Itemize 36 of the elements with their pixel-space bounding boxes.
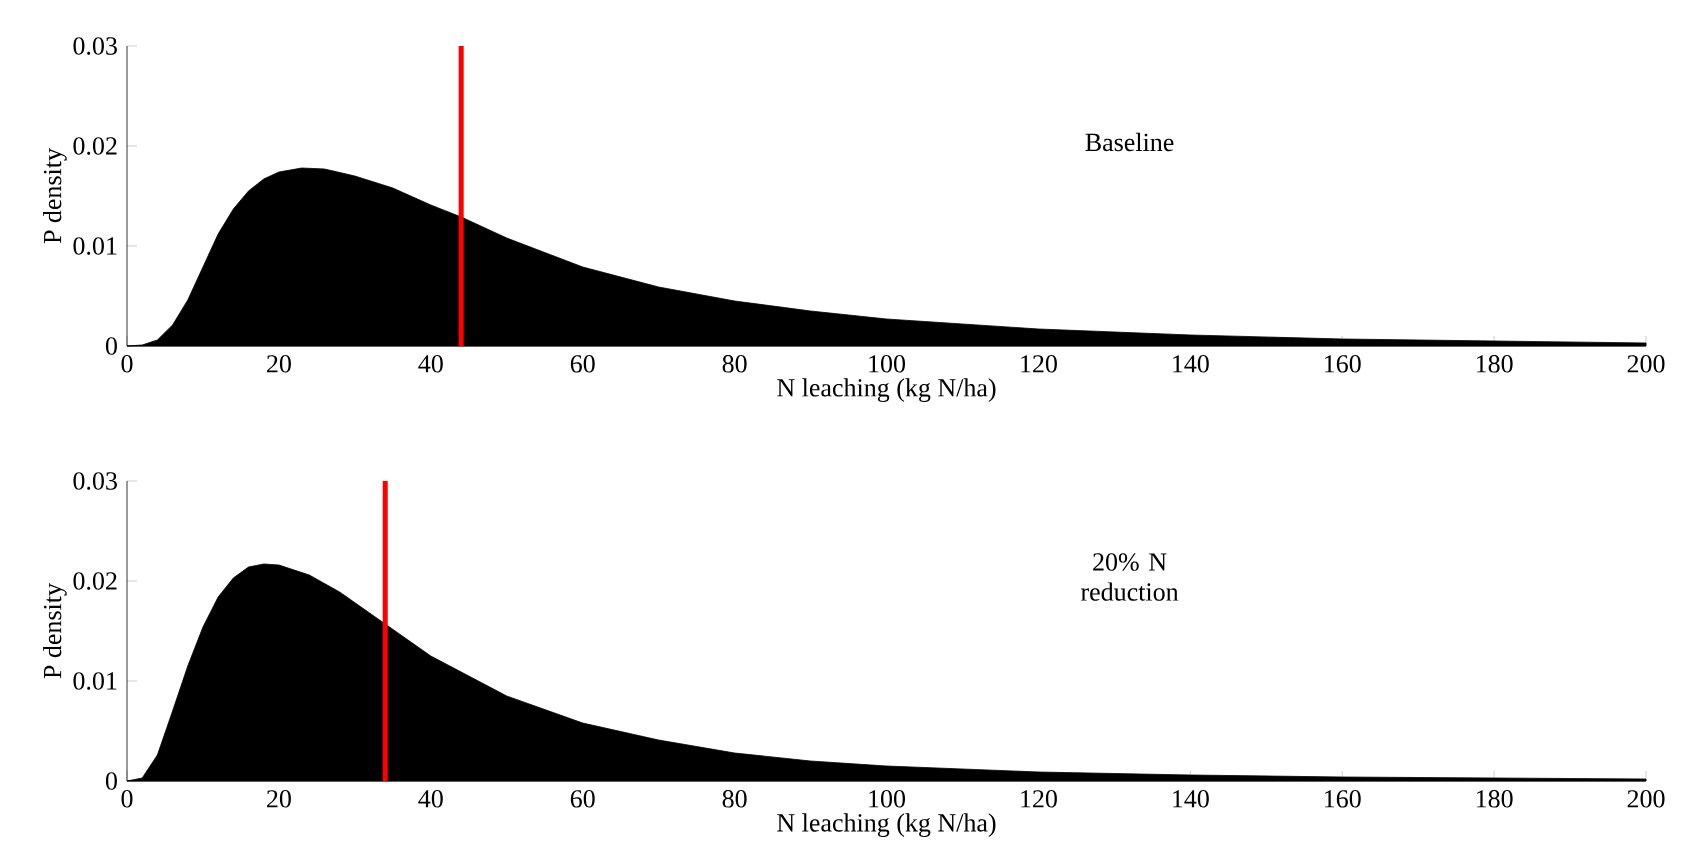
y-tick-label: 0.03 [73,37,117,55]
x-tick-label: 20 [267,355,291,373]
x-tick-label: 180 [1476,790,1513,808]
x-tick-label: 100 [869,355,906,373]
x-tick-label: 40 [418,790,443,808]
x-tick-label: 100 [869,790,906,808]
y-axis-title: P density [43,583,67,679]
x-tick-label: 0 [121,355,133,373]
y-tick-label: 0 [105,337,117,355]
x-tick-label: 140 [1173,355,1209,373]
x-tick-label: 140 [1173,790,1209,808]
x-tick-label: 0 [121,790,133,808]
x-tick-label: 40 [418,355,443,373]
y-tick-label: 0 [105,772,117,790]
x-tick-label: 80 [722,790,747,808]
x-tick-label: 200 [1627,790,1665,808]
x-tick-label: 180 [1476,355,1513,373]
x-tick-label: 120 [1021,355,1057,373]
x-tick-label: 120 [1021,790,1057,808]
x-axis-title: N leaching (kg N/ha) [777,813,996,838]
y-tick-label: 0.02 [73,572,117,590]
annotation: Baseline [1085,132,1174,152]
y-tick-label: 0.01 [73,237,117,255]
x-tick-label: 60 [570,790,595,808]
x-axis-title: N leaching (kg N/ha) [777,378,996,402]
y-tick-label: 0.01 [73,672,117,690]
x-tick-label: 160 [1325,355,1361,373]
x-tick-label: 200 [1627,355,1665,373]
x-tick-label: 160 [1325,790,1361,808]
x-tick-label: 20 [267,790,291,808]
x-tick-label: 60 [570,355,595,373]
y-tick-label: 0.03 [73,472,117,490]
y-axis-title: P density [43,148,67,244]
x-tick-label: 80 [722,355,747,373]
annotation: 20% N reduction [1081,553,1179,601]
y-tick-label: 0.02 [73,137,117,155]
